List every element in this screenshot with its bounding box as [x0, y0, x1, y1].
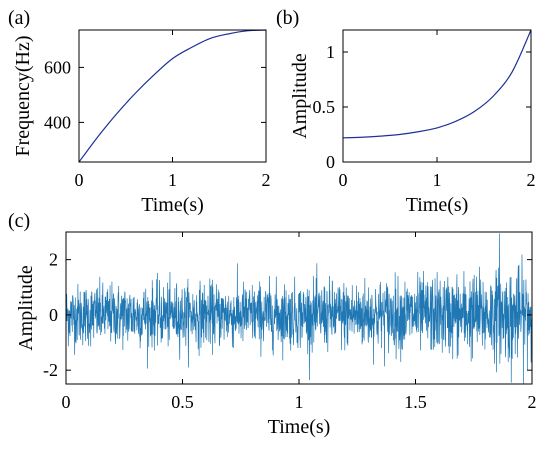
series-line — [342, 29, 532, 139]
y-tick-label: -2 — [43, 360, 58, 380]
y-tick-label: 0.5 — [313, 97, 336, 117]
x-tick-label: 0 — [75, 170, 84, 190]
x-tick-label: 1 — [433, 170, 442, 190]
x-tick-label: 2 — [527, 170, 536, 190]
x-axis-label: Time(s) — [141, 194, 204, 216]
x-axis-label: Time(s) — [406, 194, 469, 216]
series-line — [78, 29, 267, 163]
y-tick-label: 400 — [44, 112, 71, 132]
panel-label: (a) — [8, 7, 30, 29]
y-tick-label: 1 — [326, 42, 335, 62]
y-axis-label: Frequency(Hz) — [12, 35, 34, 156]
y-tick-label: 600 — [44, 57, 71, 77]
x-tick-label: 0.5 — [171, 392, 194, 412]
x-tick-label: 2 — [528, 392, 537, 412]
x-tick-label: 0 — [339, 170, 348, 190]
x-tick-label: 1 — [168, 170, 177, 190]
plot-area — [342, 29, 532, 139]
y-axis-label: Amplitude — [289, 53, 311, 139]
panel-a: (a) 0 1 2 400 600 Time(s) Frequency(Hz) — [8, 7, 271, 216]
y-tick-label: 0 — [49, 305, 58, 325]
plot-area — [78, 29, 267, 163]
panel-b: (b) 0 1 2 0 0.5 1 Time(s) Amplitude — [276, 7, 536, 216]
x-axis-label: Time(s) — [268, 416, 331, 438]
noise-signal-line — [65, 233, 533, 384]
axes-frame — [78, 29, 267, 163]
plot-area — [65, 233, 533, 384]
axes-frame — [342, 29, 532, 163]
y-axis-label: Amplitude — [15, 265, 37, 351]
y-tick-label: 0 — [326, 152, 335, 172]
x-tick-label: 1.5 — [404, 392, 427, 412]
panel-label: (c) — [8, 210, 30, 232]
panel-label: (b) — [276, 7, 299, 29]
x-tick-label: 2 — [262, 170, 271, 190]
y-tick-label: 2 — [49, 250, 58, 270]
x-tick-label: 0 — [62, 392, 71, 412]
x-tick-label: 1 — [295, 392, 304, 412]
